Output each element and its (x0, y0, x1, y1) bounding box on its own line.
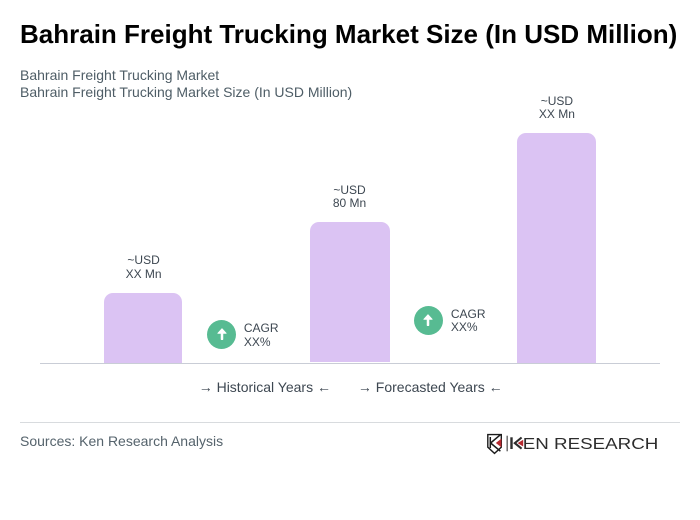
svg-text:EN RESEARCH: EN RESEARCH (523, 436, 659, 453)
